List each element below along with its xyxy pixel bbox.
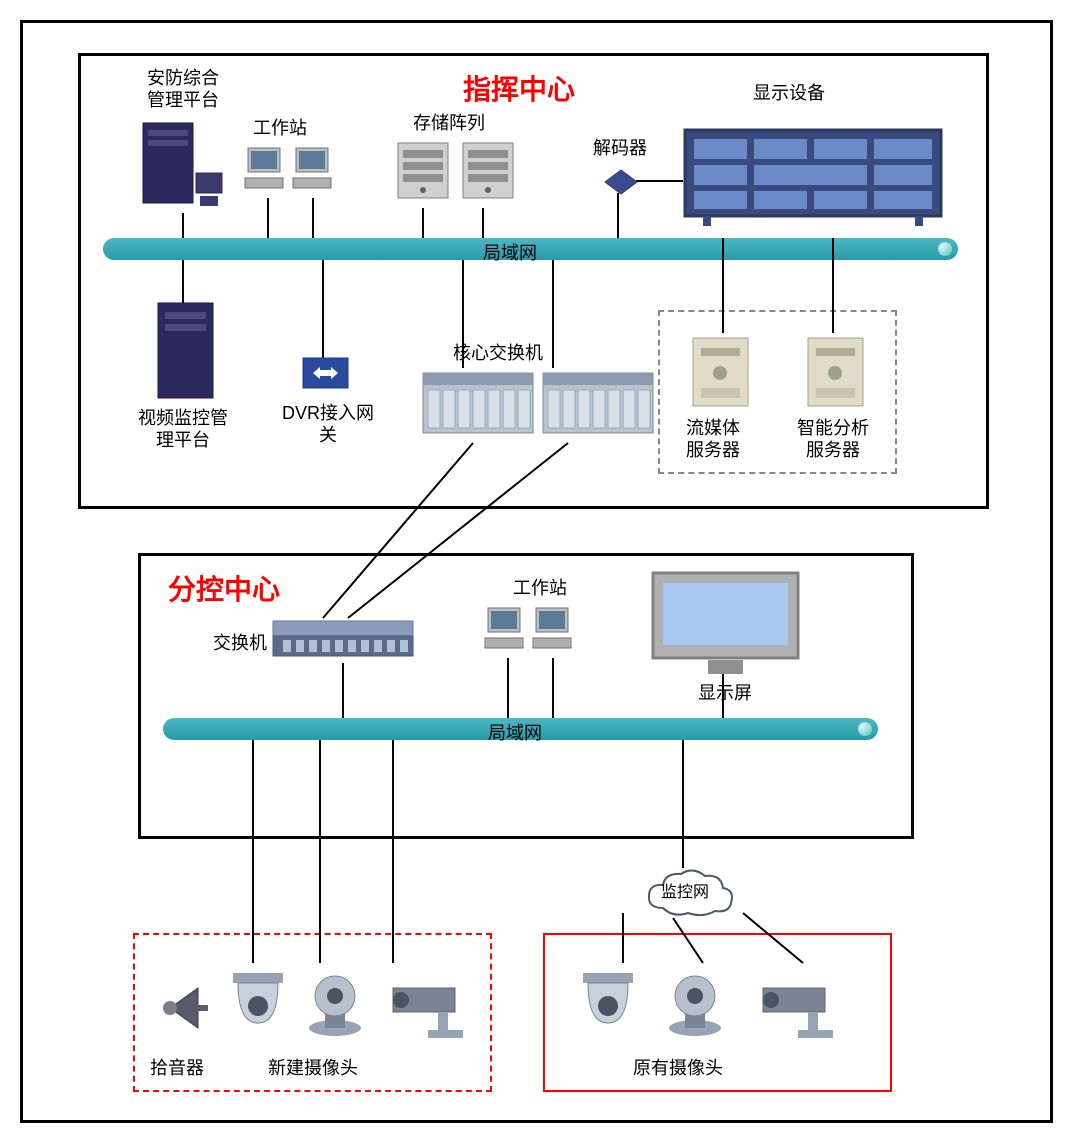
lan-label-bottom: 局域网 xyxy=(488,719,542,745)
display-screen-icon xyxy=(643,568,808,683)
core-switch-icon xyxy=(418,368,658,448)
command-center-title: 指挥中心 xyxy=(463,68,575,108)
mic-icon xyxy=(158,978,213,1038)
sub-switch-icon xyxy=(268,613,418,668)
sub-switch-label: 交换机 xyxy=(213,633,267,655)
old-cameras-label: 原有摄像头 xyxy=(633,1058,723,1080)
streaming-server-icon xyxy=(683,333,758,418)
storage-array-icon xyxy=(393,138,523,213)
video-platform-label: 视频监控管理平台 xyxy=(128,408,238,451)
workstation-top-icon xyxy=(243,143,343,203)
workstation-sub-icon xyxy=(483,603,583,663)
storage-array-label: 存储阵列 xyxy=(413,113,485,135)
new-cameras-label: 新建摄像头 xyxy=(268,1058,358,1080)
decoder-icon xyxy=(603,168,639,203)
sub-control-title: 分控中心 xyxy=(168,568,280,608)
old-cameras-icon xyxy=(573,963,873,1048)
lan-label-top: 局域网 xyxy=(483,239,537,265)
dvr-gateway-icon xyxy=(298,353,353,398)
diagram-frame: 指挥中心 分控中心 局域网 局域网 安防综合管理平台 xyxy=(20,20,1053,1123)
mic-label: 拾音器 xyxy=(150,1058,204,1080)
ai-server-label: 智能分析服务器 xyxy=(788,418,878,461)
video-wall-icon xyxy=(683,128,943,233)
core-switch-label: 核心交换机 xyxy=(453,343,543,365)
new-cameras-icon xyxy=(223,963,483,1048)
ai-server-icon xyxy=(798,333,873,418)
workstation-top-label: 工作站 xyxy=(253,118,307,140)
workstation-sub-label: 工作站 xyxy=(513,578,567,600)
streaming-server-label: 流媒体服务器 xyxy=(673,418,753,461)
dvr-gateway-label: DVR接入网关 xyxy=(278,403,378,446)
video-wall-label: 显示设备 xyxy=(753,83,825,105)
security-platform-label: 安防综合管理平台 xyxy=(133,68,233,111)
cloud-label: 监控网 xyxy=(661,883,709,902)
security-platform-icon xyxy=(138,118,228,218)
display-screen-label: 显示屏 xyxy=(698,683,752,705)
video-platform-icon xyxy=(153,298,218,408)
decoder-label: 解码器 xyxy=(593,138,647,160)
